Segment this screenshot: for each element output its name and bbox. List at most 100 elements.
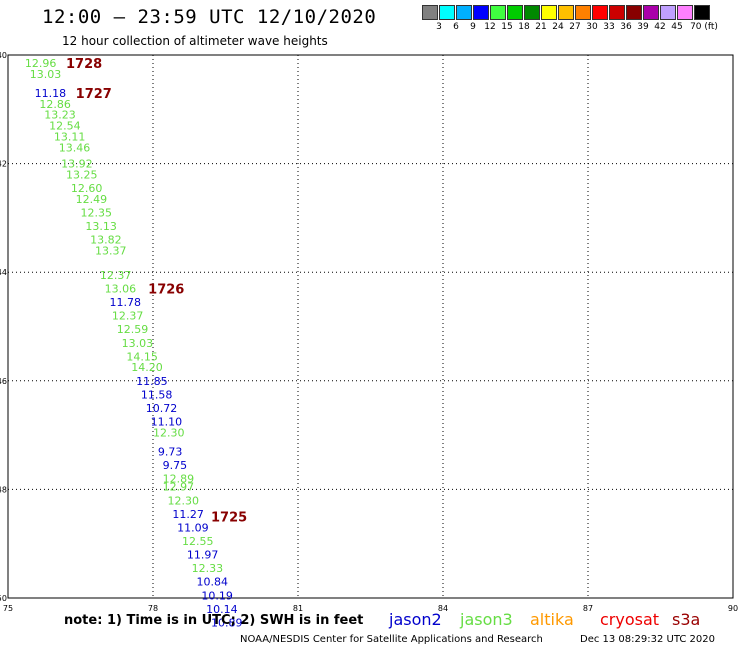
wave-height-reading: 11.27 bbox=[172, 508, 204, 521]
wave-height-reading: 11.58 bbox=[141, 388, 173, 401]
scale-label: 12 bbox=[484, 22, 496, 32]
scale-label: 33 bbox=[603, 22, 615, 32]
scale-swatch bbox=[422, 5, 438, 20]
scale-swatch bbox=[524, 5, 540, 20]
legend-altika: altika bbox=[530, 610, 574, 629]
wave-height-reading: 12.89 bbox=[163, 473, 195, 486]
wave-height-reading: 12.49 bbox=[76, 193, 108, 206]
scale-swatch bbox=[490, 5, 506, 20]
scale-label: 42 bbox=[654, 22, 666, 32]
latitude-tick-label: -40 bbox=[0, 51, 7, 60]
legend-cryosat: cryosat bbox=[600, 610, 660, 629]
scale-swatch bbox=[473, 5, 489, 20]
wave-height-reading: 10.72 bbox=[146, 402, 178, 415]
credit-text: NOAA/NESDIS Center for Satellite Applica… bbox=[240, 634, 543, 645]
wave-height-reading: 13.06 bbox=[105, 282, 136, 295]
wave-height-reading: 12.60 bbox=[71, 182, 103, 195]
scale-swatch bbox=[609, 5, 625, 20]
scale-swatch bbox=[660, 5, 676, 20]
scale-label: 24 bbox=[552, 22, 564, 32]
wave-height-reading: 11.18 bbox=[35, 87, 66, 100]
scale-label: 30 bbox=[586, 22, 598, 32]
wave-height-reading: 11.10 bbox=[151, 416, 183, 429]
footer-note: note: 1) Time is in UTC; 2) SWH is in fe… bbox=[64, 613, 364, 628]
scale-label: 45 bbox=[671, 22, 683, 32]
legend-jason2: jason2 bbox=[389, 610, 442, 629]
wave-height-reading: 12.37 bbox=[112, 310, 143, 323]
wave-height-reading: 12.35 bbox=[81, 206, 113, 219]
wave-height-reading: 11.78 bbox=[110, 296, 142, 309]
scale-swatch bbox=[507, 5, 523, 20]
scale-label: 9 bbox=[470, 22, 476, 32]
legend-s3a: s3a bbox=[672, 610, 701, 629]
wave-height-reading: 13.23 bbox=[44, 109, 76, 122]
wave-height-reading: 13.03 bbox=[122, 337, 154, 350]
scale-swatch bbox=[643, 5, 659, 20]
longitude-tick-label: 90 bbox=[728, 604, 738, 613]
wave-height-reading: 12.96 bbox=[25, 57, 56, 70]
pass-number-label: 1725 bbox=[211, 511, 247, 526]
wave-height-reading: 10.89 bbox=[211, 616, 243, 629]
scale-label: 18 bbox=[518, 22, 530, 32]
scale-swatch bbox=[677, 5, 693, 20]
wave-height-reading: 10.84 bbox=[197, 576, 229, 589]
scale-swatch bbox=[439, 5, 455, 20]
wave-height-reading: 12.59 bbox=[117, 323, 149, 336]
wave-height-reading: 11.09 bbox=[177, 521, 209, 534]
scale-label: 3 bbox=[436, 22, 442, 32]
legend-jason3: jason3 bbox=[460, 610, 513, 629]
timestamp: Dec 13 08:29:32 UTC 2020 bbox=[580, 634, 715, 645]
latitude-tick-label: -46 bbox=[0, 377, 7, 386]
wave-height-reading: 12.86 bbox=[39, 98, 71, 111]
longitude-tick-label: 84 bbox=[438, 604, 448, 613]
wave-height-reading: 14.15 bbox=[126, 350, 157, 363]
latitude-tick-label: -50 bbox=[0, 594, 7, 603]
scale-label: 21 bbox=[535, 22, 547, 32]
scale-label: 70 (ft) bbox=[690, 22, 718, 32]
wave-height-reading: 12.55 bbox=[182, 535, 214, 548]
pass-number-label: 1726 bbox=[148, 282, 184, 297]
wave-height-reading: 12.97 bbox=[163, 481, 195, 494]
scale-swatch bbox=[456, 5, 472, 20]
scale-label: 36 bbox=[620, 22, 632, 32]
scale-label: 15 bbox=[501, 22, 513, 32]
scale-swatch bbox=[592, 5, 608, 20]
scale-swatch bbox=[694, 5, 710, 20]
wave-height-reading: 13.25 bbox=[66, 168, 98, 181]
wave-height-reading: 13.03 bbox=[30, 68, 62, 81]
scale-label: 6 bbox=[453, 22, 459, 32]
scale-label: 39 bbox=[637, 22, 649, 32]
latitude-tick-label: -44 bbox=[0, 268, 7, 277]
longitude-tick-label: 81 bbox=[293, 604, 303, 613]
wave-height-reading: 13.82 bbox=[90, 234, 122, 247]
scale-swatch bbox=[558, 5, 574, 20]
wave-height-reading: 9.73 bbox=[158, 445, 183, 458]
scale-label: 27 bbox=[569, 22, 581, 32]
scale-swatch bbox=[626, 5, 642, 20]
longitude-tick-label: 78 bbox=[148, 604, 158, 613]
wave-height-reading: 11.97 bbox=[187, 549, 219, 562]
scale-swatch bbox=[541, 5, 557, 20]
map-subtitle: 12 hour collection of altimeter wave hei… bbox=[62, 34, 328, 48]
wave-height-reading: 13.37 bbox=[95, 244, 127, 257]
wave-height-reading: 13.13 bbox=[85, 220, 117, 233]
latitude-tick-label: -48 bbox=[0, 485, 7, 494]
wave-height-reading: 13.92 bbox=[61, 158, 93, 171]
map-frame bbox=[7, 54, 734, 599]
wave-height-reading: 14.20 bbox=[131, 361, 163, 374]
pass-number-label: 1727 bbox=[76, 87, 112, 102]
wave-height-reading: 10.14 bbox=[206, 603, 238, 616]
wave-height-reading: 9.75 bbox=[163, 459, 188, 472]
wave-height-reading: 12.30 bbox=[153, 426, 185, 439]
longitude-tick-label: 87 bbox=[583, 604, 593, 613]
wave-height-reading: 11.85 bbox=[136, 375, 168, 388]
scale-swatch bbox=[575, 5, 591, 20]
wave-height-reading: 12.37 bbox=[100, 269, 132, 282]
longitude-tick-label: 75 bbox=[3, 604, 13, 613]
wave-height-reading: 10.19 bbox=[201, 589, 233, 602]
wave-height-reading: 12.30 bbox=[168, 494, 200, 507]
wave-height-reading: 13.46 bbox=[59, 141, 91, 154]
pass-number-label: 1728 bbox=[66, 57, 102, 72]
map-title: 12:00 — 23:59 UTC 12/10/2020 bbox=[42, 6, 377, 28]
